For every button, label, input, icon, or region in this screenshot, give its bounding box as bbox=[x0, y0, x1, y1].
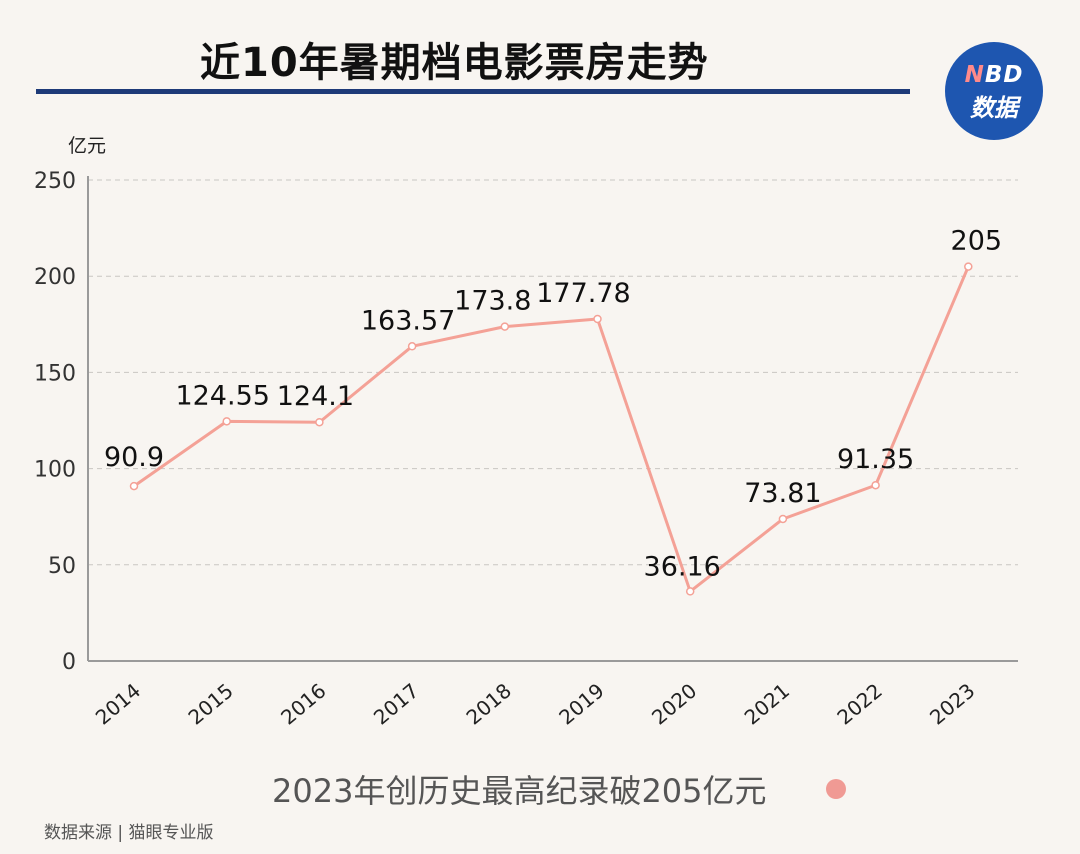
data-point-2016 bbox=[315, 417, 324, 427]
x-tick-label-2016: 2016 bbox=[276, 678, 330, 729]
data-label-2015: 124.55 bbox=[175, 380, 269, 411]
data-label-2017: 163.57 bbox=[361, 305, 455, 336]
data-point-2021 bbox=[778, 514, 788, 524]
footnote-dot bbox=[826, 779, 846, 799]
data-point-2023 bbox=[964, 262, 973, 271]
data-point-2015 bbox=[222, 417, 231, 426]
source-note: 数据来源 | 猫眼专业版 bbox=[44, 823, 214, 843]
data-label-2018: 173.8 bbox=[454, 286, 531, 317]
title-underline bbox=[36, 89, 910, 94]
axes bbox=[87, 176, 1018, 662]
data-label-2021: 73.81 bbox=[744, 478, 821, 509]
data-point-2019 bbox=[593, 314, 602, 324]
logo-letters-bd: BD bbox=[984, 62, 1024, 88]
series-polyline bbox=[133, 265, 970, 593]
y-tick-label-50: 50 bbox=[48, 554, 76, 579]
x-tick-label-2015: 2015 bbox=[183, 678, 237, 729]
data-label-2016: 124.1 bbox=[277, 381, 354, 412]
footnote: 2023年创历史最高纪录破205亿元 bbox=[272, 772, 767, 810]
data-label-2014: 90.9 bbox=[104, 442, 164, 473]
y-tick-label-0: 0 bbox=[62, 650, 76, 675]
data-label-2019: 177.78 bbox=[536, 278, 630, 309]
series-line bbox=[133, 265, 970, 593]
y-axis-unit-label: 亿元 bbox=[68, 135, 106, 157]
x-tick-label-2017: 2017 bbox=[369, 678, 423, 729]
x-tick-label-2021: 2021 bbox=[740, 678, 794, 729]
x-tick-label-2018: 2018 bbox=[462, 678, 516, 729]
data-point-2018 bbox=[500, 322, 510, 331]
chart-title: 近10年暑期档电影票房走势 bbox=[200, 40, 709, 86]
logo-line-1: NBD bbox=[945, 62, 1043, 88]
data-label-2023: 205 bbox=[951, 226, 1003, 257]
nbd-logo: NBD 数据 bbox=[945, 42, 1043, 140]
x-tick-label-2019: 2019 bbox=[554, 678, 608, 729]
data-point-2022 bbox=[871, 480, 880, 490]
x-tick-label-2014: 2014 bbox=[91, 678, 145, 729]
data-label-2022: 91.35 bbox=[837, 444, 914, 475]
data-point-2017 bbox=[407, 342, 417, 351]
grid-lines bbox=[88, 179, 1018, 566]
data-point-2020 bbox=[685, 587, 695, 596]
x-tick-labels: 2014 2015 2016 2017 2018 2019 2020 2021 2022 2023 bbox=[91, 678, 980, 729]
y-tick-label-200: 200 bbox=[34, 265, 76, 290]
data-label-2020: 36.16 bbox=[644, 551, 721, 582]
y-tick-labels: 0 50 100 150 200 250 bbox=[34, 169, 76, 675]
y-tick-label-150: 150 bbox=[34, 361, 76, 386]
data-point-2014 bbox=[129, 481, 139, 491]
x-tick-label-2020: 2020 bbox=[647, 678, 701, 729]
y-tick-label-100: 100 bbox=[34, 458, 76, 483]
x-tick-label-2022: 2022 bbox=[832, 678, 886, 729]
data-points bbox=[129, 262, 973, 596]
x-tick-label-2023: 2023 bbox=[925, 678, 979, 729]
logo-letter-n: N bbox=[964, 62, 985, 88]
logo-line-2: 数据 bbox=[970, 94, 1018, 122]
y-tick-label-250: 250 bbox=[34, 169, 76, 194]
